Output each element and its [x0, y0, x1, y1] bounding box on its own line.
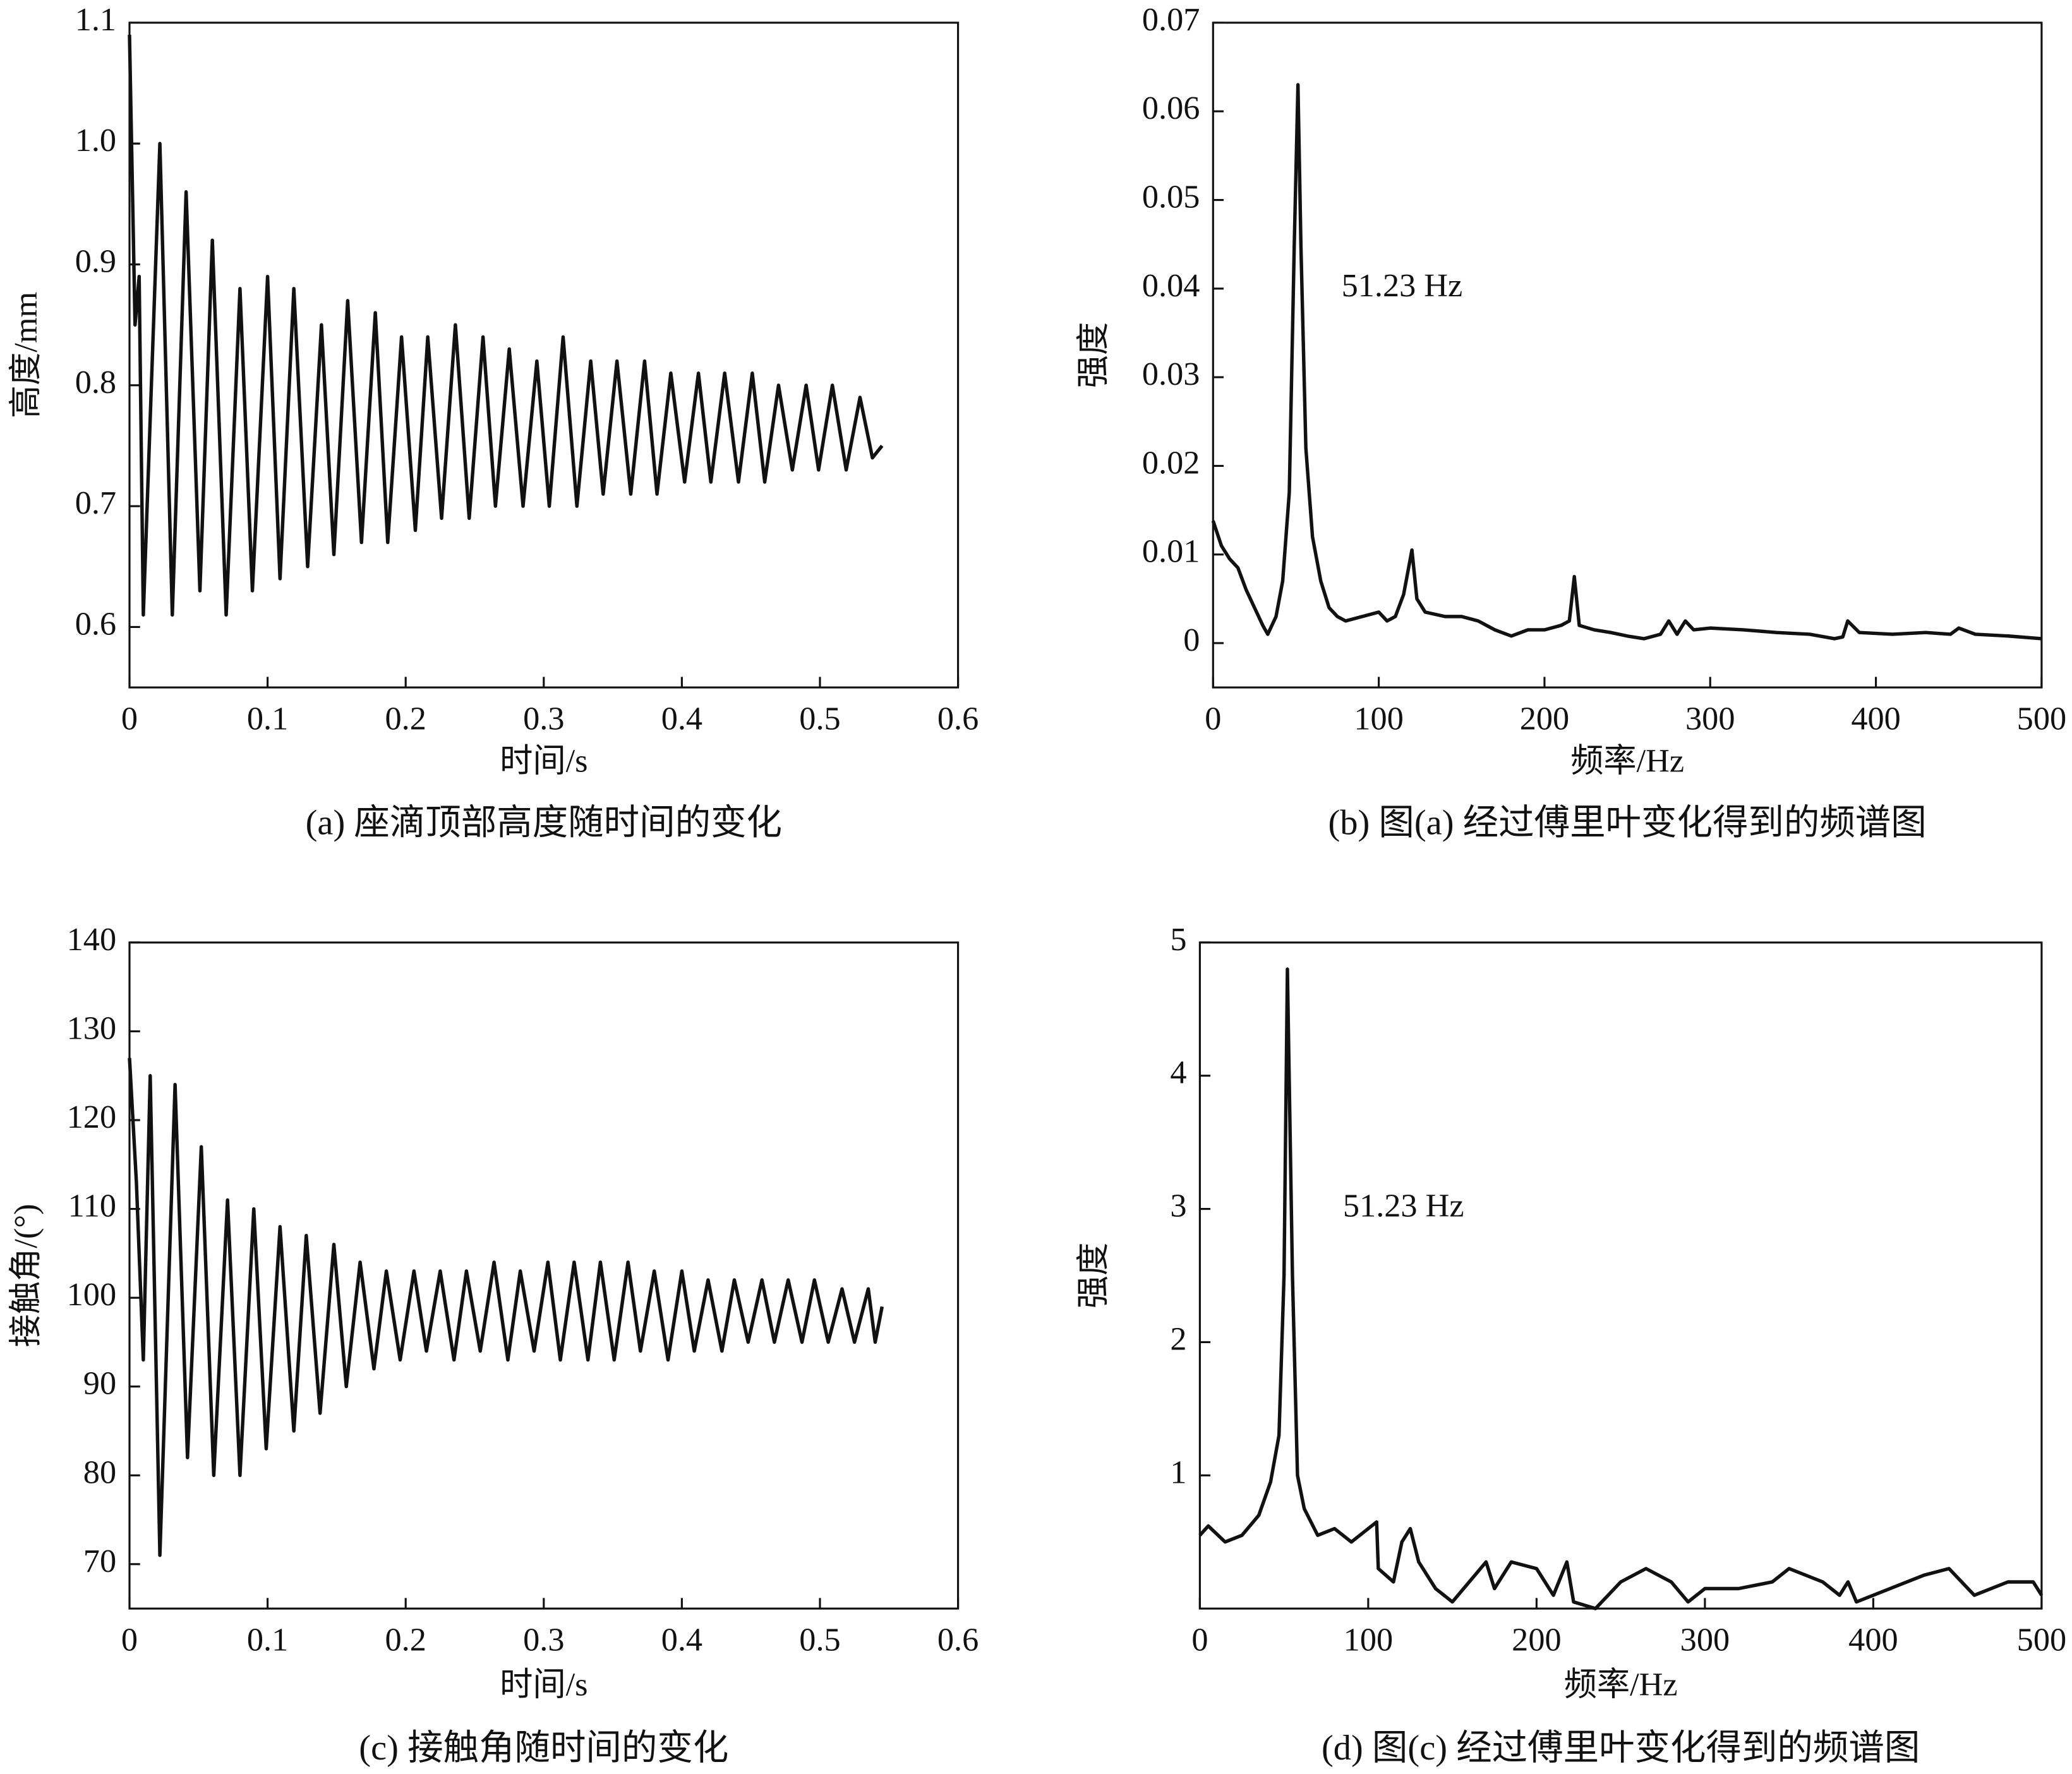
y-tick-label: 0.06	[1142, 90, 1200, 126]
x-tick-label: 400	[1848, 1622, 1898, 1658]
y-tick-label: 90	[83, 1365, 116, 1402]
x-tick-label: 0.2	[385, 1622, 426, 1658]
x-tick-label: 0	[121, 701, 138, 737]
y-tick-label: 1	[1170, 1454, 1186, 1490]
x-tick-label: 0.5	[799, 701, 840, 737]
x-tick-label: 300	[1685, 701, 1735, 737]
x-axis-label: 频率/Hz	[1564, 1667, 1678, 1703]
y-tick-label: 0.03	[1142, 356, 1200, 392]
x-tick-label: 400	[1851, 701, 1900, 737]
x-tick-label: 0.5	[799, 1622, 840, 1658]
data-line	[1211, 83, 2042, 641]
y-axis-label: 强度	[1075, 322, 1112, 389]
y-tick-label: 120	[67, 1099, 116, 1135]
y-tick-label: 0.9	[75, 243, 116, 280]
x-tick-label: 0.2	[385, 701, 426, 737]
x-axis-label: 频率/Hz	[1570, 742, 1684, 779]
y-tick-label: 80	[83, 1454, 116, 1490]
caption: (b) 图(a) 经过傅里叶变化得到的频谱图	[1328, 804, 1926, 843]
y-tick-label: 0.04	[1142, 267, 1200, 304]
y-tick-label: 0	[1183, 622, 1200, 658]
y-tick-label: 0.05	[1142, 179, 1200, 215]
y-tick-label: 4	[1170, 1054, 1186, 1091]
x-tick-label: 0.4	[661, 701, 702, 737]
y-tick-label: 0.01	[1142, 533, 1200, 570]
x-tick-label: 0.3	[523, 1622, 564, 1658]
data-line	[1198, 967, 2044, 1610]
y-tick-label: 100	[67, 1276, 116, 1313]
plot-frame	[128, 941, 960, 1610]
x-tick-label: 0.6	[937, 1622, 979, 1658]
x-tick-label: 100	[1344, 1622, 1393, 1658]
x-axis-label: 时间/s	[500, 1667, 587, 1703]
y-tick-label: 1.1	[75, 1, 116, 38]
y-tick-label: 110	[68, 1188, 116, 1224]
x-tick-label: 0.1	[247, 701, 288, 737]
x-tick-label: 0.6	[937, 701, 979, 737]
y-tick-label: 0.07	[1142, 1, 1200, 38]
y-axis-label: 强度	[1075, 1243, 1112, 1309]
y-tick-label: 130	[67, 1010, 116, 1046]
caption: (d) 图(c) 经过傅里叶变化得到的频谱图	[1322, 1729, 1920, 1768]
x-tick-label: 200	[1520, 701, 1569, 737]
y-tick-label: 0.7	[75, 485, 116, 521]
data-line	[128, 1058, 884, 1557]
y-axis-label: 接触角/(°)	[8, 1204, 44, 1347]
y-tick-label: 0.02	[1142, 444, 1200, 481]
caption: (c) 接触角随时间的变化	[359, 1729, 728, 1768]
y-axis-label: 高度/mm	[8, 292, 44, 418]
x-tick-label: 200	[1512, 1622, 1561, 1658]
x-axis-label: 时间/s	[500, 742, 587, 779]
x-tick-label: 0.3	[523, 701, 564, 737]
y-tick-label: 70	[83, 1543, 116, 1579]
y-tick-label: 0.8	[75, 364, 116, 401]
annotation: 51.23 Hz	[1343, 1188, 1464, 1224]
y-tick-label: 5	[1170, 921, 1186, 958]
x-tick-label: 0	[1205, 701, 1221, 737]
x-tick-label: 0.4	[661, 1622, 702, 1658]
x-tick-label: 0	[1191, 1622, 1208, 1658]
x-tick-label: 0	[121, 1622, 138, 1658]
y-tick-label: 140	[67, 921, 116, 958]
y-tick-label: 0.6	[75, 605, 116, 642]
y-tick-label: 2	[1170, 1320, 1186, 1357]
y-tick-label: 1.0	[75, 122, 116, 159]
x-tick-label: 500	[2017, 701, 2066, 737]
data-line	[128, 35, 884, 617]
caption: (a) 座滴顶部高度随时间的变化	[306, 804, 782, 843]
plot-frame	[1212, 21, 2043, 689]
x-tick-label: 100	[1354, 701, 1403, 737]
plot-frame	[1198, 941, 2043, 1610]
x-tick-label: 0.1	[247, 1622, 288, 1658]
annotation: 51.23 Hz	[1342, 267, 1463, 304]
y-tick-label: 3	[1170, 1188, 1186, 1224]
x-tick-label: 500	[2017, 1622, 2066, 1658]
x-tick-label: 300	[1680, 1622, 1730, 1658]
